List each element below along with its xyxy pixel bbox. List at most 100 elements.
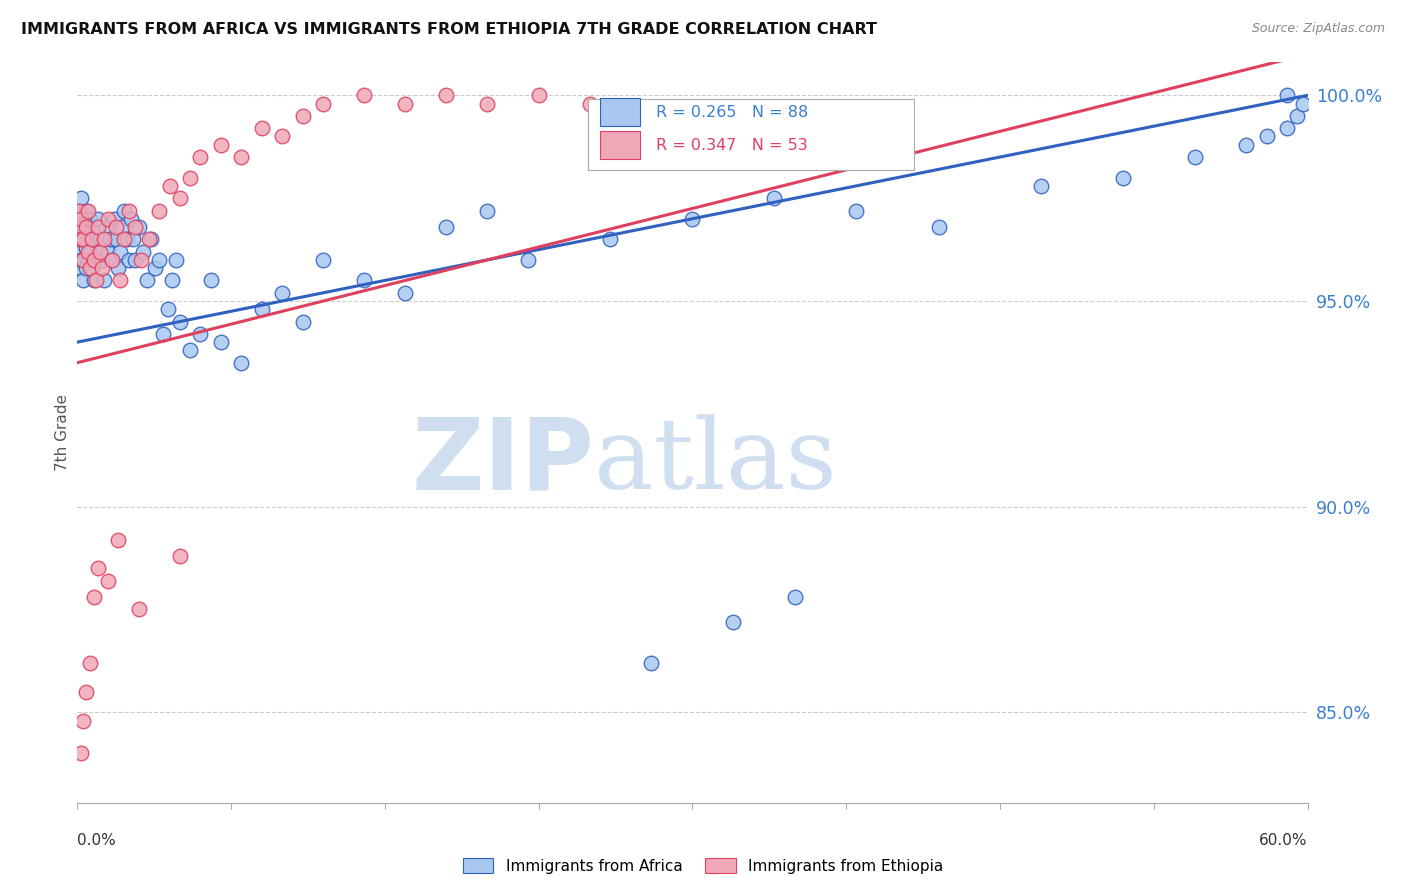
Point	[70, 252, 93, 267]
Point	[579, 96, 602, 111]
Point	[114, 232, 136, 246]
Point	[477, 203, 499, 218]
Point	[250, 121, 273, 136]
Point	[1275, 121, 1298, 136]
Point	[120, 211, 142, 226]
Point	[79, 211, 101, 226]
Point	[76, 252, 98, 267]
Point	[156, 302, 179, 317]
Point	[79, 656, 101, 670]
Point	[640, 656, 662, 670]
Point	[70, 232, 93, 246]
Point	[209, 335, 232, 350]
Point	[477, 96, 499, 111]
Point	[169, 191, 191, 205]
Point	[160, 273, 183, 287]
Point	[67, 219, 90, 234]
Point	[107, 261, 129, 276]
Point	[72, 211, 94, 226]
Point	[76, 219, 98, 234]
Point	[72, 714, 94, 728]
Point	[527, 88, 550, 103]
Point	[783, 590, 806, 604]
Point	[128, 219, 150, 234]
Point	[271, 129, 294, 144]
Point	[124, 219, 146, 234]
Point	[75, 261, 97, 276]
Point	[72, 273, 94, 287]
Point	[89, 244, 111, 259]
Point	[114, 203, 136, 218]
Text: IMMIGRANTS FROM AFRICA VS IMMIGRANTS FROM ETHIOPIA 7TH GRADE CORRELATION CHART: IMMIGRANTS FROM AFRICA VS IMMIGRANTS FRO…	[21, 22, 877, 37]
Point	[72, 232, 94, 246]
Point	[67, 232, 90, 246]
Point	[83, 252, 105, 267]
Point	[98, 232, 121, 246]
Point	[83, 273, 105, 287]
Point	[128, 602, 150, 616]
Point	[101, 252, 124, 267]
Point	[291, 315, 314, 329]
Point	[353, 88, 375, 103]
Point	[93, 273, 115, 287]
Point	[76, 244, 98, 259]
Point	[200, 273, 222, 287]
Text: 0.0%: 0.0%	[77, 833, 117, 847]
Y-axis label: 7th Grade: 7th Grade	[55, 394, 70, 471]
Point	[179, 343, 201, 358]
Point	[72, 252, 94, 267]
Text: atlas: atlas	[595, 415, 837, 510]
Point	[394, 285, 416, 300]
Point	[75, 241, 97, 255]
Point	[682, 211, 704, 226]
Point	[80, 232, 103, 246]
Point	[169, 549, 191, 563]
Point	[436, 88, 458, 103]
Point	[1234, 137, 1257, 152]
Point	[188, 326, 212, 341]
Point	[67, 211, 90, 226]
Point	[75, 684, 97, 698]
Point	[1112, 170, 1135, 185]
Text: ZIP: ZIP	[411, 414, 595, 511]
Point	[110, 244, 132, 259]
Point	[87, 219, 110, 234]
Point	[121, 232, 143, 246]
Point	[231, 150, 253, 164]
Point	[312, 252, 335, 267]
Point	[97, 574, 120, 588]
Point	[107, 533, 129, 547]
Point	[75, 219, 97, 234]
Point	[1029, 178, 1052, 193]
Point	[165, 252, 187, 267]
Point	[90, 261, 114, 276]
Point	[517, 252, 540, 267]
Point	[89, 232, 111, 246]
Point	[188, 150, 212, 164]
Text: Source: ZipAtlas.com: Source: ZipAtlas.com	[1251, 22, 1385, 36]
Bar	[600, 131, 640, 160]
Point	[1275, 88, 1298, 103]
Point	[148, 252, 170, 267]
Point	[70, 211, 93, 226]
Point	[124, 252, 146, 267]
Point	[845, 203, 868, 218]
Point	[271, 285, 294, 300]
Point	[117, 203, 139, 218]
Point	[152, 326, 174, 341]
Point	[79, 244, 101, 259]
Point	[1292, 96, 1315, 111]
Point	[723, 615, 745, 629]
Point	[84, 219, 107, 234]
Legend: Immigrants from Africa, Immigrants from Ethiopia: Immigrants from Africa, Immigrants from …	[457, 852, 949, 880]
Text: R = 0.347   N = 53: R = 0.347 N = 53	[655, 137, 807, 153]
Point	[101, 252, 124, 267]
Point	[353, 273, 375, 287]
Point	[105, 219, 128, 234]
Point	[80, 261, 103, 276]
Point	[80, 232, 103, 246]
Point	[111, 219, 134, 234]
Point	[87, 561, 110, 575]
Point	[70, 244, 93, 259]
Point	[1256, 129, 1278, 144]
